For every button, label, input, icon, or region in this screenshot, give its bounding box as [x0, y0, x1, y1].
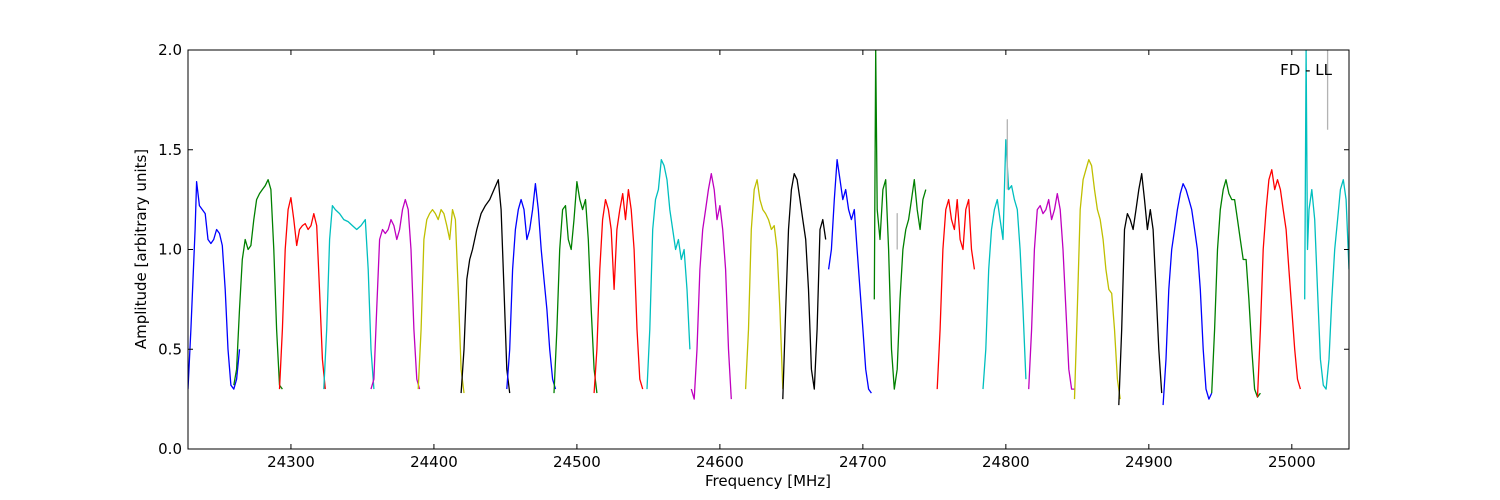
series-line-9 [553, 181, 598, 394]
series-line-4 [323, 204, 375, 390]
series-line-24 [1256, 169, 1302, 398]
y-tick-label: 0.0 [158, 440, 182, 458]
y-tick-label: 2.0 [158, 41, 182, 59]
series-line-18 [982, 139, 1027, 390]
x-tick-label: 24500 [553, 453, 601, 471]
x-tick-label: 24800 [982, 453, 1030, 471]
series-line-7 [460, 179, 511, 394]
series-line-19 [1028, 192, 1075, 390]
series-line-8 [506, 183, 557, 390]
series-layer [188, 50, 1349, 406]
x-tick-label: 24700 [839, 453, 887, 471]
x-tick-label: 24600 [696, 453, 744, 471]
x-axis-ticks: 24300 24400 24500 24600 24700 24800 24900 25000 [267, 50, 1316, 471]
series-line-1 [188, 181, 241, 390]
series-line-25 [1304, 50, 1349, 390]
series-line-11 [646, 159, 691, 390]
y-axis-label: Amplitude [arbitrary units] [132, 149, 150, 349]
y-axis-ticks: 0.0 0.5 1.0 1.5 2.0 [158, 41, 1349, 458]
series-line-22 [1162, 183, 1213, 406]
series-line-3 [278, 196, 326, 390]
series-line-2 [233, 179, 283, 390]
x-tick-label: 24900 [1125, 453, 1173, 471]
x-tick-label: 24300 [267, 453, 315, 471]
y-tick-label: 0.5 [158, 340, 182, 358]
annotation-label: FD - LL [1280, 61, 1332, 79]
y-tick-label: 1.0 [158, 241, 182, 259]
series-line-6 [417, 208, 465, 394]
x-tick-label: 24400 [410, 453, 458, 471]
series-line-13 [744, 179, 784, 390]
series-line-17 [936, 198, 976, 390]
series-line-12 [690, 173, 732, 400]
series-line-23 [1211, 179, 1261, 398]
x-axis-label: Frequency [MHz] [705, 472, 831, 490]
series-line-10 [593, 188, 644, 394]
x-tick-label: 25000 [1268, 453, 1316, 471]
series-line-20 [1073, 159, 1121, 400]
series-line-16 [873, 50, 927, 390]
series-line-21 [1118, 173, 1163, 406]
series-line-15 [827, 159, 872, 394]
series-line-14 [782, 173, 827, 400]
y-tick-label: 1.5 [158, 141, 182, 159]
series-line-5 [370, 198, 421, 390]
